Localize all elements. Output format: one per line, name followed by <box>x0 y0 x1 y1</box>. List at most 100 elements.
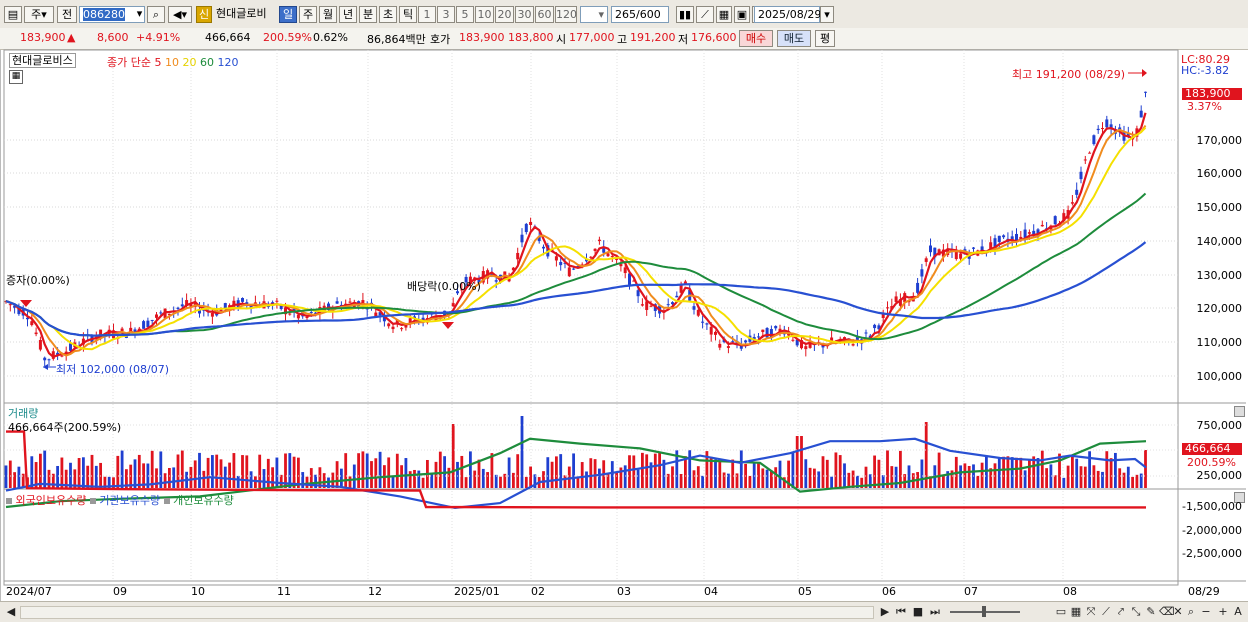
data-count-field[interactable]: 265/600 <box>611 6 669 23</box>
candle-body <box>589 256 593 258</box>
zoom-in-icon[interactable]: + <box>1218 605 1228 618</box>
erase-icon[interactable]: ⌫ <box>1159 605 1175 618</box>
volume-bar <box>705 451 709 488</box>
candle-body <box>408 318 412 325</box>
holding-close-icon[interactable] <box>1234 492 1245 503</box>
custom-period-select[interactable]: ▾ <box>580 6 608 23</box>
scroll-right-icon[interactable]: ▶ <box>880 605 890 618</box>
cross-tool-icon[interactable]: ✕ <box>1173 605 1183 618</box>
grid-toggle-icon[interactable]: ▦ <box>1070 605 1082 618</box>
stock-name-field[interactable]: 현대글로비 <box>216 7 267 20</box>
volume-bar <box>198 452 201 488</box>
volume-bar <box>344 453 348 488</box>
volume-bar <box>980 462 984 488</box>
scroll-left-icon[interactable]: ◀ <box>6 605 16 618</box>
candle-body <box>378 312 382 316</box>
font-size-icon[interactable]: A <box>1234 605 1242 618</box>
ma-legend[interactable]: 종가 단순 5 10 20 60 120 <box>107 54 238 70</box>
stop-icon[interactable]: ■ <box>912 605 924 618</box>
buy-button[interactable]: 매수 <box>739 30 773 47</box>
trend-icon[interactable]: ⤤ <box>1117 605 1125 618</box>
num-3-button[interactable]: 3 <box>437 6 455 23</box>
candle-type-icon[interactable]: ▮▮ <box>676 6 694 23</box>
period-tick-button[interactable]: 틱 <box>399 6 417 23</box>
period-year-button[interactable]: 년 <box>339 6 357 23</box>
volume-bar <box>881 475 885 488</box>
x-tick-label-last: 08/29 <box>1188 585 1220 598</box>
x-tick-label: 09 <box>113 585 127 598</box>
volume-bar <box>959 465 962 488</box>
num-20-button[interactable]: 20 <box>495 6 514 23</box>
candle-body <box>38 339 42 350</box>
period-week-button[interactable]: 주 <box>299 6 317 23</box>
draw-line-icon[interactable]: ⟋ <box>1102 605 1110 618</box>
first-page-icon[interactable]: ⏮ <box>896 605 906 618</box>
grid-icon[interactable]: ▦ <box>716 6 732 23</box>
num-1-button[interactable]: 1 <box>418 6 436 23</box>
code-dropdown-icon[interactable]: ▾ <box>136 7 143 20</box>
average-button[interactable]: 평 <box>815 30 835 47</box>
volume-bar <box>365 453 369 488</box>
volume-bar <box>800 436 803 488</box>
candle-body <box>69 343 72 351</box>
num-10-button[interactable]: 10 <box>475 6 494 23</box>
period-day-button[interactable]: 일 <box>279 6 297 23</box>
ma5-label: 5 <box>154 56 162 69</box>
period-mode-select[interactable]: 주▾ <box>24 6 54 23</box>
x-tick-label: 07 <box>964 585 978 598</box>
candle-body <box>193 301 197 307</box>
volume-bar <box>628 455 631 488</box>
calendar-dropdown-icon[interactable]: ▾ <box>820 6 834 23</box>
candle-body <box>395 319 399 325</box>
volume-bar <box>99 462 102 488</box>
candle-body <box>99 329 103 338</box>
draw-tool-icon[interactable]: ⟋ <box>696 6 714 23</box>
period-minute-button[interactable]: 분 <box>359 6 377 23</box>
candle-body <box>1036 229 1040 235</box>
save-icon[interactable]: ▣ <box>734 6 750 23</box>
num-60-button[interactable]: 60 <box>535 6 554 23</box>
prev-button[interactable]: 전 <box>57 6 77 23</box>
price-tick: 110,000 <box>1196 336 1243 349</box>
num-30-button[interactable]: 30 <box>515 6 534 23</box>
zoom-search-icon[interactable]: ⌕ <box>1187 605 1195 618</box>
volume-bar <box>335 461 339 488</box>
volume-bar <box>116 455 120 488</box>
num-120-button[interactable]: 120 <box>555 6 577 23</box>
candle-body <box>451 303 455 307</box>
zoom-slider-handle[interactable] <box>982 606 986 617</box>
frame-icon[interactable]: ▭ <box>1055 605 1067 618</box>
candle-body <box>989 242 993 249</box>
num-5-button[interactable]: 5 <box>456 6 474 23</box>
candle-body <box>13 305 17 308</box>
crosshair-icon[interactable]: ⤧ <box>1086 605 1096 618</box>
candle-body <box>567 267 571 277</box>
chart-menu-icon[interactable]: ▤ <box>4 6 22 23</box>
date-input[interactable]: 2025/08/29 <box>754 6 821 23</box>
search-icon[interactable]: ⌕ <box>147 6 165 23</box>
candle-body <box>881 313 885 319</box>
legend-table-icon[interactable]: ▦ <box>9 70 23 84</box>
high-annotation: 최고 191,200 (08/29) <box>1012 68 1126 81</box>
last-page-icon[interactable]: ⏭ <box>930 605 940 618</box>
zoom-out-icon[interactable]: − <box>1201 605 1211 618</box>
period-month-button[interactable]: 월 <box>319 6 337 23</box>
volume-bar <box>374 458 378 488</box>
holding-tick: -1,500,000 <box>1182 500 1242 513</box>
shin-badge[interactable]: 신 <box>196 6 212 23</box>
volume-close-icon[interactable] <box>1234 406 1245 417</box>
speaker-icon[interactable]: ◀▾ <box>168 6 192 23</box>
horizontal-scrollbar[interactable] <box>20 606 874 619</box>
stock-code-input[interactable]: 086280 <box>79 6 145 23</box>
volume-bar <box>82 457 85 488</box>
volume-bar <box>615 472 618 488</box>
sell-button[interactable]: 매도 <box>777 30 811 47</box>
fib-icon[interactable]: ⤡ <box>1131 605 1141 618</box>
period-second-button[interactable]: 초 <box>379 6 397 23</box>
stock-legend[interactable]: 현대글로비스 <box>9 53 76 68</box>
holding-legend[interactable]: 외국인보유수량 기관보유수량 개인보유수량 <box>6 492 234 508</box>
volume-bar <box>309 468 313 488</box>
text-tool-icon[interactable]: ✎ <box>1146 605 1156 618</box>
chart-area[interactable] <box>0 50 1248 601</box>
